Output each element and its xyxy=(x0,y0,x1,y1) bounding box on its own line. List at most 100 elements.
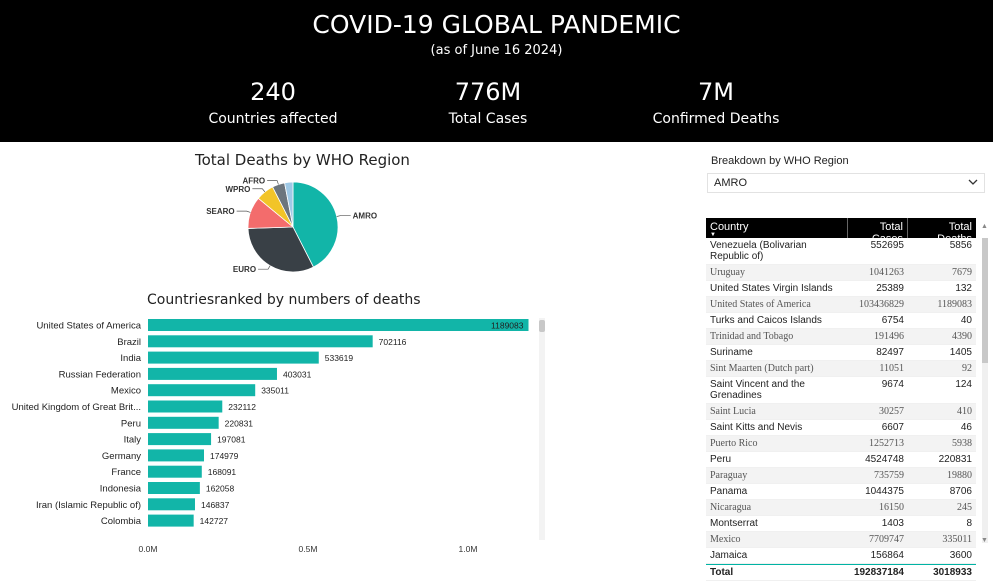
x-tick-label: 1.0M xyxy=(459,544,478,554)
cell-total-cases: 4524748 xyxy=(865,454,904,465)
bar[interactable] xyxy=(148,449,204,462)
cell-country: Trinidad and Tobago xyxy=(710,331,794,342)
bar[interactable] xyxy=(148,319,529,331)
pie-label: SEARO xyxy=(206,207,234,216)
table-row[interactable]: Nicaragua 16150 245 xyxy=(706,500,976,516)
pie-leader-line xyxy=(336,215,351,217)
scroll-down-icon[interactable]: ▼ xyxy=(981,537,988,544)
bar[interactable] xyxy=(148,498,195,511)
bar[interactable] xyxy=(148,514,194,527)
pie-label: WPRO xyxy=(225,185,250,194)
region-dropdown[interactable]: AMRO xyxy=(707,173,985,193)
cell-country: Paraguay xyxy=(710,470,748,481)
cell-total-cases: 191496 xyxy=(874,331,904,342)
table-row[interactable]: United States of America 103436829 1189083 xyxy=(706,297,976,313)
country-table: Country ▼ Total Cases Total Deaths Venezu… xyxy=(706,218,976,581)
bar[interactable] xyxy=(148,351,319,364)
header-total-deaths[interactable]: Total Deaths xyxy=(937,221,972,245)
cell-country: Sint Maarten (Dutch part) xyxy=(710,363,814,374)
bar-category-label: Germany xyxy=(102,451,141,462)
cell-country: Saint Kitts and Nevis xyxy=(710,422,803,433)
kpi-cases: 776M Total Cases xyxy=(388,78,588,127)
bar-value-label: 335011 xyxy=(261,386,289,396)
bar-title: Countriesranked by numbers of deaths xyxy=(147,292,421,308)
cell-country: United States Virgin Islands xyxy=(710,283,833,294)
bar[interactable] xyxy=(148,367,277,380)
bar-chart: United States of America 1189083 Brazil 702… xyxy=(0,316,540,560)
table-row[interactable]: Panama 1044375 8706 xyxy=(706,484,976,500)
cell-total-deaths: 3600 xyxy=(949,550,972,561)
bar[interactable] xyxy=(148,384,256,397)
table-row[interactable]: Jamaica 156864 3600 xyxy=(706,548,976,564)
bar[interactable] xyxy=(148,482,200,494)
cell-country: Turks and Caicos Islands xyxy=(710,315,822,326)
cell-country: Saint Vincent and the Grenadines xyxy=(710,379,805,401)
chevron-down-icon xyxy=(968,179,978,185)
cell-total-deaths: 132 xyxy=(955,283,972,294)
total-deaths: 3018933 xyxy=(933,567,972,578)
pie-leader-line xyxy=(267,180,279,185)
table-row[interactable]: Peru 4524748 220831 xyxy=(706,452,976,468)
table-row[interactable]: Saint Lucia 30257 410 xyxy=(706,404,976,420)
table-scroll-thumb[interactable] xyxy=(982,238,988,363)
dashboard-title: COVID-19 GLOBAL PANDEMIC xyxy=(312,10,681,39)
pie-label: AFRO xyxy=(242,177,265,186)
cell-country: Peru xyxy=(710,454,732,465)
sort-down-icon: ▼ xyxy=(710,232,716,238)
bar-value-label: 162058 xyxy=(206,484,235,494)
pie-slice-euro[interactable] xyxy=(247,226,314,273)
bar[interactable] xyxy=(148,465,202,478)
table-row[interactable]: Saint Kitts and Nevis 6607 46 xyxy=(706,420,976,436)
bar-category-label: United Kingdom of Great Brit... xyxy=(12,402,141,413)
table-row[interactable]: United States Virgin Islands 25389 132 xyxy=(706,281,976,297)
scroll-up-icon[interactable]: ▲ xyxy=(981,223,988,230)
bar-value-label: 403031 xyxy=(283,369,312,379)
bar-chart-scrollbar[interactable] xyxy=(539,318,545,540)
bar[interactable] xyxy=(148,400,223,413)
bar-value-label: 142727 xyxy=(200,516,229,526)
header-country-label: Country xyxy=(710,221,749,233)
table-row[interactable]: Paraguay 735759 19880 xyxy=(706,468,976,484)
table-row[interactable]: Saint Vincent and the Grenadines 9674 124 xyxy=(706,377,976,404)
cell-total-cases: 82497 xyxy=(876,347,904,358)
table-scrollbar[interactable] xyxy=(982,238,988,543)
kpi-deaths-label: Confirmed Deaths xyxy=(652,111,780,127)
x-tick-label: 0.0M xyxy=(139,544,158,554)
pie-slice-other[interactable] xyxy=(284,181,294,228)
bar[interactable] xyxy=(148,416,219,429)
table-body: Venezuela (Bolivarian Republic of) 552695… xyxy=(706,238,976,564)
cell-total-deaths: 40 xyxy=(960,315,972,326)
header-banner: COVID-19 GLOBAL PANDEMIC (as of June 16 … xyxy=(0,0,993,142)
table-row[interactable]: Mexico 7709747 335011 xyxy=(706,532,976,548)
table-row[interactable]: Venezuela (Bolivarian Republic of) 552695… xyxy=(706,238,976,265)
cell-total-deaths: 410 xyxy=(957,406,972,417)
table-row[interactable]: Suriname 82497 1405 xyxy=(706,345,976,361)
kpi-cases-label: Total Cases xyxy=(448,111,528,127)
bar[interactable] xyxy=(148,335,373,348)
bar-category-label: Russian Federation xyxy=(59,369,141,380)
bar[interactable] xyxy=(148,433,212,446)
table-row[interactable]: Puerto Rico 1252713 5938 xyxy=(706,436,976,452)
bar-category-label: India xyxy=(120,353,141,364)
cell-total-deaths: 5856 xyxy=(949,240,972,251)
bar-category-label: Peru xyxy=(121,418,141,429)
x-tick-label: 0.5M xyxy=(299,544,318,554)
table-row[interactable]: Turks and Caicos Islands 6754 40 xyxy=(706,313,976,329)
header-country[interactable]: Country ▼ xyxy=(706,218,848,238)
table-row[interactable]: Sint Maarten (Dutch part) 11051 92 xyxy=(706,361,976,377)
cell-total-deaths: 7679 xyxy=(952,267,972,278)
table-row[interactable]: Montserrat 1403 8 xyxy=(706,516,976,532)
pie-leader-line xyxy=(258,265,271,270)
table-row[interactable]: Uruguay 1041263 7679 xyxy=(706,265,976,281)
bar-chart-scroll-thumb[interactable] xyxy=(539,320,545,332)
header-total-cases[interactable]: Total Cases xyxy=(848,218,908,245)
bar-category-label: Mexico xyxy=(111,386,141,397)
table-header: Country ▼ Total Cases Total Deaths xyxy=(706,218,976,245)
pie-chart: AMRO EURO SEARO WPRO AFRO xyxy=(180,172,420,282)
table-row[interactable]: Trinidad and Tobago 191496 4390 xyxy=(706,329,976,345)
pie-title: Total Deaths by WHO Region xyxy=(195,151,410,169)
cell-total-cases: 1403 xyxy=(881,518,904,529)
cell-total-cases: 1041263 xyxy=(869,267,904,278)
cell-country: Montserrat xyxy=(710,518,758,529)
cell-country: Venezuela (Bolivarian Republic of) xyxy=(710,240,807,262)
